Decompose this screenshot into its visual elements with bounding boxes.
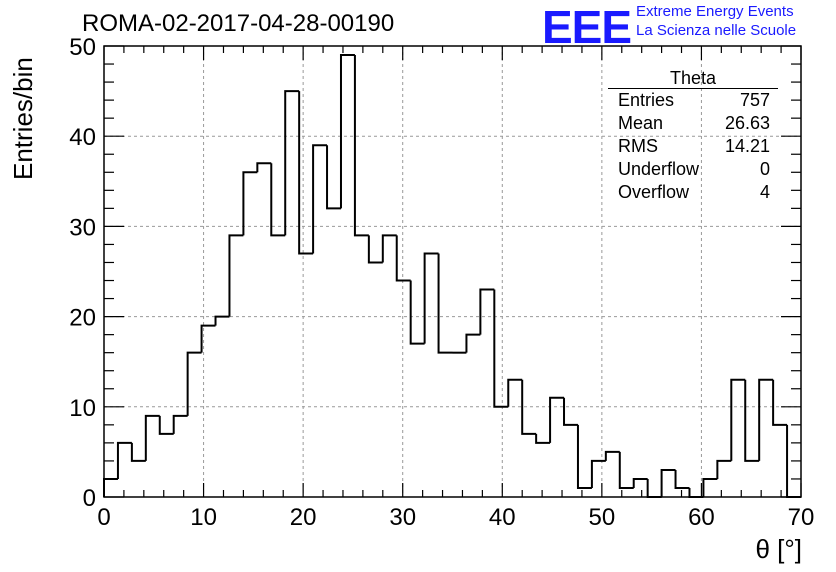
y-axis-label: Entries/bin	[8, 57, 38, 180]
histogram-bin	[772, 379, 788, 426]
eee-logo: EEE	[542, 1, 632, 53]
histogram-bin	[660, 468, 676, 497]
histogram-bin	[284, 90, 300, 236]
histogram-bin	[674, 469, 690, 489]
stats-value: 26.63	[724, 113, 770, 133]
histogram-bin	[437, 253, 453, 354]
stats-row-mean: Mean 26.63	[608, 112, 778, 135]
histogram-bin	[214, 315, 230, 326]
stats-label: Mean	[618, 113, 664, 133]
stats-row-entries: Entries 757	[608, 89, 778, 112]
histogram-bin	[646, 478, 662, 498]
x-tick-label: 10	[190, 504, 217, 531]
histogram-bin	[423, 252, 439, 344]
x-tick-label: 40	[489, 504, 516, 531]
histogram-bin	[604, 450, 620, 461]
histogram-bin	[103, 477, 118, 497]
chart-title: ROMA-02-2017-04-28-00190	[82, 10, 395, 37]
histogram-bin	[716, 459, 732, 479]
histogram-bin	[158, 415, 174, 435]
x-axis-label: θ [°]	[755, 534, 802, 564]
histogram-bin	[256, 162, 272, 173]
y-tick-label: 30	[69, 214, 96, 241]
histogram-bin	[590, 459, 606, 488]
plot-frame	[103, 45, 802, 498]
stats-row-overflow: Overflow 4	[608, 181, 778, 204]
histogram-bin	[702, 477, 718, 497]
y-tick-label: 10	[69, 395, 96, 422]
histogram-bin	[130, 442, 146, 462]
histogram-bin	[144, 414, 160, 461]
histogram-bin	[381, 234, 397, 263]
histogram-bin	[549, 396, 565, 443]
histogram-bin	[116, 441, 132, 479]
histogram-bin	[507, 378, 523, 407]
stats-row-underflow: Underflow 0	[608, 158, 778, 181]
histogram-bin	[200, 324, 216, 353]
histogram-bin	[521, 379, 537, 435]
stats-value: 757	[739, 90, 770, 110]
histogram-bin	[312, 144, 328, 254]
histogram-bin	[326, 145, 341, 210]
histogram-bin	[493, 289, 509, 408]
histogram-bin	[339, 54, 355, 209]
histogram-bin	[632, 477, 648, 488]
stats-box: Theta Entries 757 Mean 26.63 RMS 14.21 U…	[608, 68, 778, 204]
y-tick-label: 20	[69, 305, 96, 332]
stats-label: RMS	[618, 136, 658, 156]
logo-caption: Extreme Energy Events La Scienza nelle S…	[636, 2, 796, 40]
histogram-bin	[228, 234, 244, 317]
histogram-bin	[367, 235, 383, 264]
y-tick-label: 40	[69, 124, 96, 151]
logo-line-2: La Scienza nelle Scuole	[636, 22, 797, 39]
histogram-bin	[353, 55, 369, 237]
histogram-bin	[535, 433, 551, 444]
histogram-bin	[576, 424, 592, 489]
histogram-bin	[758, 378, 774, 461]
histogram-bin	[186, 351, 202, 416]
x-tick-label: 0	[97, 504, 110, 531]
stats-value: 14.21	[724, 136, 770, 156]
stats-value: 0	[759, 159, 770, 179]
histogram-bin	[465, 333, 481, 353]
stats-row-rms: RMS 14.21	[608, 135, 778, 158]
x-tick-label: 50	[589, 504, 616, 531]
x-tick-label: 60	[688, 504, 715, 531]
stats-label: Entries	[618, 90, 675, 110]
histogram-bin	[479, 288, 495, 335]
histogram-bin	[730, 378, 746, 461]
y-tick-label: 0	[83, 485, 96, 512]
y-tick-label: 50	[69, 34, 96, 61]
histogram-bin	[744, 379, 760, 462]
histogram-bin	[172, 414, 188, 434]
x-tick-label: 30	[389, 504, 416, 531]
stats-label: Overflow	[618, 182, 690, 202]
histogram-bin	[409, 280, 425, 345]
histogram-bin	[395, 235, 411, 282]
histogram-bin	[618, 451, 634, 489]
histogram-bin	[688, 487, 704, 498]
histogram-bin	[786, 424, 801, 498]
stats-title: Theta	[608, 68, 778, 89]
histogram-bin	[563, 397, 578, 426]
histogram-bin	[298, 91, 314, 255]
histogram-bin	[270, 163, 286, 237]
x-tick-label: 20	[290, 504, 317, 531]
stats-value: 4	[759, 182, 770, 202]
histogram-bin	[242, 171, 258, 236]
x-tick-label: 70	[788, 504, 815, 531]
logo-line-1: Extreme Energy Events	[636, 3, 794, 20]
stats-label: Underflow	[618, 159, 700, 179]
